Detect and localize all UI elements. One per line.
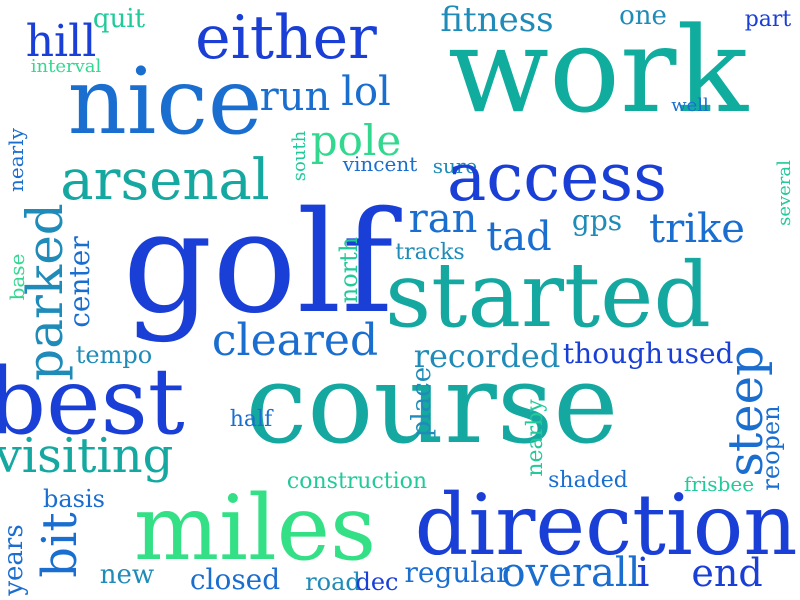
word-golf: golf — [122, 182, 394, 345]
word-basis: basis — [43, 485, 105, 513]
word-i: i — [636, 550, 650, 596]
word-either: either — [195, 3, 377, 73]
word-work: work — [448, 1, 748, 139]
word-tracks: tracks — [395, 240, 465, 265]
word-dec: dec — [355, 568, 399, 596]
word-center: center — [63, 236, 96, 328]
word-hill: hill — [25, 16, 97, 67]
word-construction: construction — [286, 469, 428, 494]
word-best: best — [0, 348, 185, 455]
word-place: place — [407, 366, 437, 438]
word-quit: quit — [92, 4, 146, 34]
word-years: years — [0, 524, 29, 596]
word-nice: nice — [67, 48, 263, 155]
word-well: well — [671, 95, 709, 116]
word-cleared: cleared — [211, 315, 379, 366]
word-miles: miles — [133, 476, 377, 581]
word-part: part — [744, 7, 792, 32]
word-nearby: nearby — [523, 399, 548, 477]
word-access: access — [446, 139, 668, 216]
word-end: end — [691, 551, 763, 595]
word-though: though — [562, 337, 664, 370]
word-road: road — [305, 568, 361, 596]
word-interval: interval — [30, 56, 102, 77]
word-frisbee: frisbee — [683, 472, 755, 496]
word-vincent: vincent — [342, 152, 418, 176]
word-visiting: visiting — [0, 428, 174, 484]
word-course: course — [245, 340, 619, 468]
word-one: one — [619, 1, 667, 31]
word-used: used — [666, 337, 734, 370]
word-fitness: fitness — [440, 0, 554, 40]
word-arsenal: arsenal — [60, 148, 270, 213]
word-trike: trike — [649, 206, 745, 252]
word-shaded: shaded — [548, 468, 628, 493]
word-bit: bit — [32, 512, 88, 578]
word-nearly: nearly — [4, 128, 28, 192]
word-overall: overall — [501, 550, 641, 596]
word-tempo: tempo — [75, 341, 153, 369]
word-lol: lol — [341, 69, 391, 115]
word-south: south — [289, 130, 310, 182]
word-recorded: recorded — [413, 337, 561, 375]
word-ran: ran — [408, 196, 478, 242]
word-half: half — [229, 407, 273, 432]
word-closed: closed — [189, 563, 281, 596]
word-direction: direction — [414, 476, 798, 574]
word-gps: gps — [571, 204, 623, 237]
word-pole: pole — [310, 116, 402, 165]
word-regular: regular — [404, 556, 510, 589]
word-run: run — [259, 74, 331, 120]
word-sure: sure — [432, 154, 478, 178]
word-tad: tad — [486, 214, 552, 260]
word-started: started — [384, 243, 712, 348]
word-new: new — [99, 560, 155, 590]
word-several: several — [774, 160, 795, 226]
word-north: north — [335, 236, 363, 304]
